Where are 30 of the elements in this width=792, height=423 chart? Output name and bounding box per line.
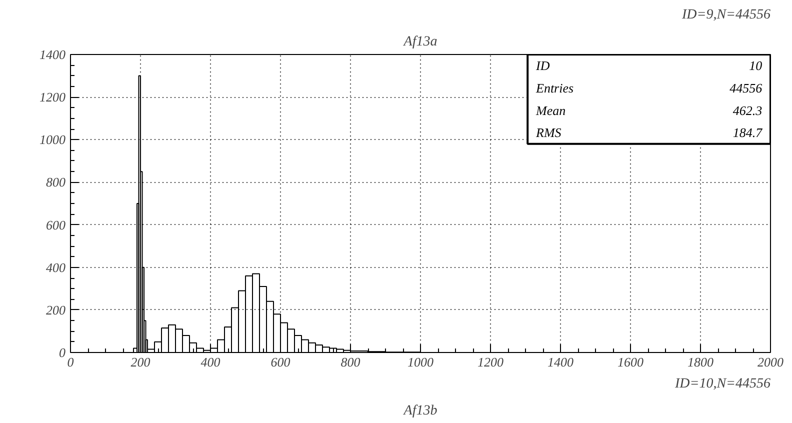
y-tick-label: 400 <box>46 260 66 275</box>
y-tick-label: 200 <box>46 302 66 318</box>
annotation: ID <box>535 58 550 74</box>
x-tick-label: 1400 <box>548 354 574 370</box>
annotation: 10 <box>749 58 763 74</box>
y-tick-label: 1200 <box>40 90 66 105</box>
x-tick-label: 600 <box>270 354 291 370</box>
x-tick-label: 800 <box>340 354 361 370</box>
x-tick-label: 400 <box>200 354 221 370</box>
annotation: Entries <box>535 80 574 96</box>
text: ID=10,N=44556 <box>674 376 771 392</box>
text: ID=9,N=44556 <box>680 8 771 22</box>
y-tick-label: 800 <box>46 174 66 190</box>
y-tick-label: 600 <box>46 217 66 232</box>
annotation: 462.3 <box>732 102 763 118</box>
chart-title: Af13a <box>402 34 438 50</box>
y-tick-label: 1000 <box>40 132 66 148</box>
x-tick-label: 200 <box>130 354 151 370</box>
x-tick-label: 1000 <box>408 354 434 370</box>
x-tick-label: 1200 <box>478 354 504 370</box>
text: Af13b <box>402 404 438 418</box>
annotation: RMS <box>535 125 562 140</box>
x-tick-label: 1600 <box>618 354 644 370</box>
annotation: 44556 <box>730 80 763 96</box>
y-tick-label: 0 <box>59 345 66 360</box>
annotation: Mean <box>535 102 566 118</box>
x-tick-label: 1800 <box>688 354 714 370</box>
annotation: 184.7 <box>732 125 763 140</box>
y-tick-label: 1400 <box>40 47 66 62</box>
x-tick-label: 2000 <box>758 354 784 370</box>
